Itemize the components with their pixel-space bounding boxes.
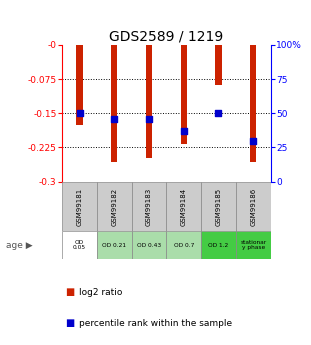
Bar [166,182,201,231]
Text: GSM99181: GSM99181 [77,187,82,226]
Bar [62,182,97,231]
Bar [236,182,271,231]
Bar [97,182,132,231]
Bar [166,231,201,259]
Bar [132,231,166,259]
Point [112,116,117,121]
Text: GSM99183: GSM99183 [146,187,152,226]
Text: ■: ■ [65,287,75,297]
Text: percentile rank within the sample: percentile rank within the sample [79,319,232,328]
Bar [146,45,152,158]
Text: GSM99185: GSM99185 [216,187,221,226]
Text: GSM99182: GSM99182 [111,187,117,226]
Bar [201,182,236,231]
Bar [77,45,83,125]
Text: age ▶: age ▶ [6,240,33,249]
Text: GSM99184: GSM99184 [181,187,187,226]
Point [146,116,151,121]
Bar [250,45,256,162]
Text: log2 ratio: log2 ratio [79,288,123,297]
Text: GSM99186: GSM99186 [250,187,256,226]
Point [216,110,221,116]
Text: OD
0.05: OD 0.05 [73,240,86,250]
Point [181,128,186,134]
Bar [132,182,166,231]
Bar [201,231,236,259]
Bar [215,45,222,85]
Bar [62,231,97,259]
Bar [97,231,132,259]
Text: stationar
y phase: stationar y phase [240,240,266,250]
Text: OD 0.43: OD 0.43 [137,243,161,248]
Text: OD 0.7: OD 0.7 [174,243,194,248]
Bar [181,45,187,144]
Text: OD 1.2: OD 1.2 [208,243,229,248]
Text: OD 0.21: OD 0.21 [102,243,126,248]
Text: ■: ■ [65,318,75,328]
Bar [236,231,271,259]
Bar [111,45,118,162]
Point [251,138,256,144]
Point [77,110,82,116]
Title: GDS2589 / 1219: GDS2589 / 1219 [109,30,224,44]
